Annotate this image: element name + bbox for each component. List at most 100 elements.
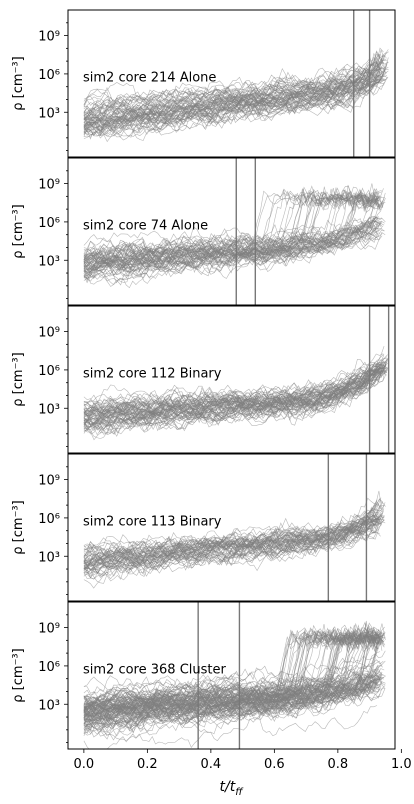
y-tick-label: 10⁶ (38, 660, 60, 675)
y-tick-label: 10⁹ (38, 326, 60, 341)
y-axis-label: ρ [cm⁻³] (11, 648, 26, 702)
density-track (83, 370, 386, 436)
panel-1: 10³ 10⁶ 10⁹ ρ [cm⁻³] sim2 core 214 Alone (11, 9, 396, 158)
panel-5: 10³ 10⁶ 10⁹ ρ [cm⁻³] sim2 core 368 Cluster 0.… (11, 601, 412, 772)
y-tick-label: 10³ (38, 698, 60, 713)
density-track (83, 680, 378, 721)
density-track (83, 502, 386, 571)
density-track (83, 72, 387, 138)
density-track (83, 217, 382, 259)
x-tick-label: 0.2 (137, 757, 158, 772)
y-tick-label: 10³ (38, 106, 60, 121)
density-track (83, 71, 381, 141)
density-track (83, 62, 381, 121)
series-tracks (83, 490, 386, 589)
density-track (83, 511, 384, 570)
density-track (83, 705, 378, 749)
density-track (83, 510, 379, 589)
y-axis-label: ρ [cm⁻³] (11, 56, 26, 110)
density-track (83, 632, 378, 722)
density-track (83, 78, 382, 136)
density-track (83, 504, 384, 566)
density-track (83, 366, 385, 419)
x-tick-label: 0.8 (328, 757, 349, 772)
density-track (83, 516, 384, 568)
panel-frame (67, 453, 396, 602)
y-tick-label: 10³ (38, 402, 60, 417)
density-track (83, 191, 383, 280)
density-track (83, 370, 387, 424)
y-axis-label: ρ [cm⁻³] (11, 352, 26, 406)
density-track (83, 191, 381, 271)
y-tick-label: 10⁹ (38, 178, 60, 193)
x-tick-label: 0.4 (201, 757, 222, 772)
series-tracks (83, 620, 386, 749)
x-tick-label: 0.6 (264, 757, 285, 772)
panel-frame (67, 9, 396, 158)
density-track (83, 361, 386, 410)
density-track (83, 49, 385, 127)
density-track (83, 366, 381, 413)
y-tick-label: 10⁶ (38, 512, 60, 527)
y-tick-label: 10⁶ (38, 68, 60, 83)
density-track (83, 227, 383, 271)
density-track (83, 353, 385, 426)
density-track (83, 59, 388, 110)
density-track (83, 220, 382, 272)
density-track (83, 77, 383, 134)
density-track (83, 651, 381, 694)
density-track (83, 671, 377, 707)
density-track (83, 676, 384, 721)
density-track (83, 672, 383, 718)
density-track (83, 669, 377, 718)
density-track (83, 650, 386, 697)
density-track (83, 517, 384, 570)
panel-label: sim2 core 214 Alone (83, 70, 216, 85)
density-track (83, 624, 382, 711)
density-track (83, 664, 383, 699)
density-track (83, 660, 386, 706)
panel-label: sim2 core 112 Binary (83, 366, 222, 381)
y-axis-label: ρ [cm⁻³] (11, 204, 26, 258)
density-track (83, 684, 380, 736)
density-track (83, 519, 383, 570)
density-track (83, 186, 377, 277)
panel-frame (67, 157, 396, 306)
density-track (83, 668, 385, 717)
panel-label: sim2 core 368 Cluster (83, 662, 226, 677)
density-track (83, 54, 381, 114)
density-track (83, 69, 386, 130)
density-track (83, 220, 379, 262)
series-tracks (83, 346, 389, 441)
density-track (83, 362, 387, 421)
density-track (83, 67, 386, 133)
x-tick-label: 1.0 (391, 757, 412, 772)
density-track (83, 64, 388, 107)
density-track (83, 231, 386, 287)
panel-3: 10³ 10⁶ 10⁹ ρ [cm⁻³] sim2 core 112 Binary (11, 305, 396, 454)
y-axis-label: ρ [cm⁻³] (11, 500, 26, 554)
y-tick-label: 10⁹ (38, 30, 60, 45)
panel-4: 10³ 10⁶ 10⁹ ρ [cm⁻³] sim2 core 113 Binary (11, 453, 396, 602)
y-tick-label: 10³ (38, 254, 60, 269)
density-track (83, 674, 381, 729)
density-track (83, 222, 385, 276)
density-track (83, 54, 387, 128)
y-tick-label: 10⁹ (38, 622, 60, 637)
density-track (83, 57, 383, 117)
density-track (83, 62, 387, 113)
density-track (83, 631, 385, 719)
panel-2: 10³ 10⁶ 10⁹ ρ [cm⁻³] sim2 core 74 Alone (11, 157, 396, 306)
density-track (83, 373, 387, 428)
y-tick-label: 10⁶ (38, 216, 60, 231)
density-track (83, 518, 381, 563)
y-tick-label: 10³ (38, 550, 60, 565)
density-track (83, 356, 388, 421)
panel-label: sim2 core 74 Alone (83, 218, 208, 233)
density-track (83, 624, 385, 718)
density-track (83, 81, 385, 132)
y-tick-label: 10⁶ (38, 364, 60, 379)
panel-frame (67, 601, 396, 750)
